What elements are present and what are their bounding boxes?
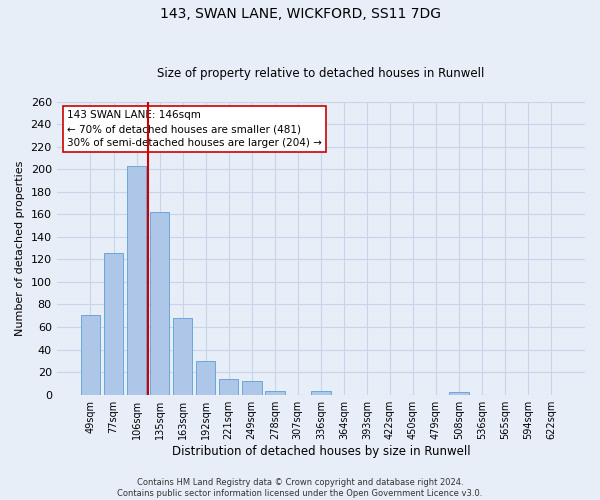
X-axis label: Distribution of detached houses by size in Runwell: Distribution of detached houses by size … xyxy=(172,444,470,458)
Bar xyxy=(449,392,469,394)
Bar xyxy=(173,318,193,394)
Title: Size of property relative to detached houses in Runwell: Size of property relative to detached ho… xyxy=(157,66,485,80)
Text: 143 SWAN LANE: 146sqm
← 70% of detached houses are smaller (481)
30% of semi-det: 143 SWAN LANE: 146sqm ← 70% of detached … xyxy=(67,110,322,148)
Bar xyxy=(127,166,146,394)
Bar xyxy=(242,381,262,394)
Bar xyxy=(196,361,215,394)
Bar xyxy=(150,212,169,394)
Text: 143, SWAN LANE, WICKFORD, SS11 7DG: 143, SWAN LANE, WICKFORD, SS11 7DG xyxy=(160,8,440,22)
Bar xyxy=(80,314,100,394)
Bar xyxy=(219,379,238,394)
Bar xyxy=(265,392,284,394)
Bar xyxy=(104,252,123,394)
Text: Contains HM Land Registry data © Crown copyright and database right 2024.
Contai: Contains HM Land Registry data © Crown c… xyxy=(118,478,482,498)
Bar xyxy=(311,392,331,394)
Y-axis label: Number of detached properties: Number of detached properties xyxy=(15,160,25,336)
